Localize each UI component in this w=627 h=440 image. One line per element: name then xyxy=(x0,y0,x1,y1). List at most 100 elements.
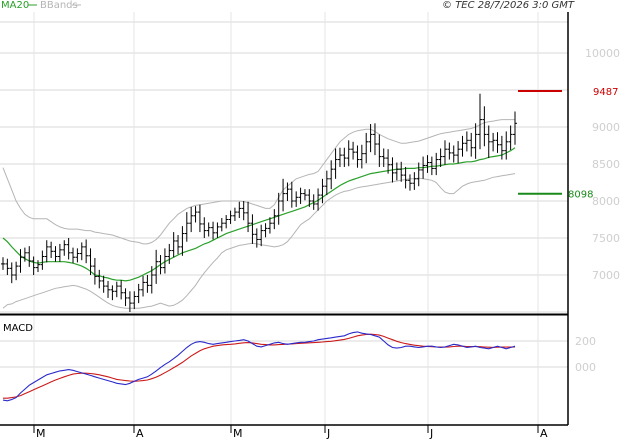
price-bar xyxy=(342,147,347,167)
price-bar xyxy=(110,285,115,301)
price-bar xyxy=(351,141,356,160)
price-bar xyxy=(442,140,447,165)
price-bar xyxy=(254,228,259,248)
price-bar xyxy=(394,162,399,181)
price-bar xyxy=(97,269,102,289)
price-bar xyxy=(416,162,421,187)
price-bar xyxy=(460,135,465,157)
price-bar xyxy=(421,156,426,179)
price-bar xyxy=(158,255,163,275)
price-bar xyxy=(40,250,45,270)
price-bar xyxy=(237,201,242,219)
price-bar xyxy=(154,249,159,284)
price-bar xyxy=(316,188,321,211)
price-bar xyxy=(320,178,325,204)
price-bar xyxy=(14,261,19,281)
price-bar xyxy=(302,189,307,201)
price-bar xyxy=(232,207,237,221)
y-tick-label: 10000 xyxy=(585,47,620,60)
x-axis-ticks: M A M J J A xyxy=(33,425,548,440)
x-tick-label: A xyxy=(540,427,548,440)
price-bar xyxy=(36,260,41,273)
macd-signal-line xyxy=(3,333,516,399)
y-tick-label: 9000 xyxy=(592,121,620,134)
legend-bbands: BBands xyxy=(40,0,78,11)
price-bar xyxy=(241,201,246,221)
price-bar xyxy=(167,243,172,264)
price-bar xyxy=(407,174,412,191)
price-bar xyxy=(359,144,364,169)
bollinger-bands xyxy=(2,119,516,309)
price-bar xyxy=(333,148,338,179)
price-bar xyxy=(469,132,474,157)
macd-y-tick-label: 000 xyxy=(575,361,596,374)
price-bar xyxy=(57,243,62,262)
price-bar xyxy=(412,172,417,190)
x-tick-label: J xyxy=(429,427,433,440)
price-bar xyxy=(276,192,281,225)
bbands-lower-line xyxy=(2,173,516,309)
y-tick-label: 7500 xyxy=(592,232,620,245)
price-bar xyxy=(171,232,176,258)
price-bar xyxy=(1,257,5,270)
price-bar xyxy=(429,156,434,176)
price-bar xyxy=(364,132,369,164)
price-bar xyxy=(132,291,137,310)
price-bar xyxy=(136,283,141,304)
price-bar xyxy=(499,135,504,160)
x-tick-label: M xyxy=(36,427,46,440)
price-bar xyxy=(456,141,461,164)
price-bar xyxy=(189,206,194,233)
price-bar xyxy=(285,182,290,201)
price-bar xyxy=(62,240,67,256)
price-bar xyxy=(311,194,316,210)
price-bar xyxy=(84,239,89,264)
gridlines xyxy=(0,12,568,425)
y-tick-label: 8000 xyxy=(592,195,620,208)
price-bar xyxy=(390,157,395,183)
price-bar xyxy=(224,215,229,229)
legend-ma20: MA20 xyxy=(1,0,29,11)
price-bar xyxy=(272,209,277,230)
price-bar xyxy=(447,142,452,160)
price-bar xyxy=(75,248,80,263)
price-bar xyxy=(346,140,351,167)
price-bar xyxy=(119,280,124,300)
price-bar xyxy=(434,152,439,176)
price-bar xyxy=(79,242,84,261)
price-bar xyxy=(176,235,181,255)
price-bar xyxy=(504,131,509,160)
price-bar xyxy=(31,256,36,275)
price-bar xyxy=(215,222,220,238)
x-tick-label: J xyxy=(326,427,330,440)
price-bar xyxy=(377,134,382,167)
macd-y-tick-label: 200 xyxy=(575,335,596,348)
price-bar xyxy=(368,124,373,153)
price-bar xyxy=(513,111,517,145)
price-bar xyxy=(22,247,27,262)
macd-title: MACD xyxy=(3,323,33,334)
price-bar xyxy=(298,187,303,204)
price-bar xyxy=(473,123,478,159)
price-bar xyxy=(491,132,496,152)
bbands-upper-line xyxy=(2,119,515,245)
copyright-text: © TEC 28/7/2026 3:0 GMT xyxy=(442,0,575,11)
price-bar xyxy=(399,161,404,182)
price-bar xyxy=(101,275,106,293)
price-bar xyxy=(263,223,268,238)
price-bar xyxy=(386,149,391,174)
price-bar xyxy=(486,125,491,159)
price-bar xyxy=(141,275,146,297)
price-bar xyxy=(27,246,32,267)
price-bar xyxy=(355,145,360,168)
price-bar xyxy=(281,178,286,212)
x-tick-label: A xyxy=(136,427,144,440)
price-bar xyxy=(180,226,185,256)
price-bar xyxy=(211,221,216,240)
price-bar xyxy=(267,217,272,234)
price-bar xyxy=(337,147,342,167)
price-bar xyxy=(145,275,150,293)
price-bar xyxy=(329,160,334,190)
price-bar xyxy=(202,217,207,238)
